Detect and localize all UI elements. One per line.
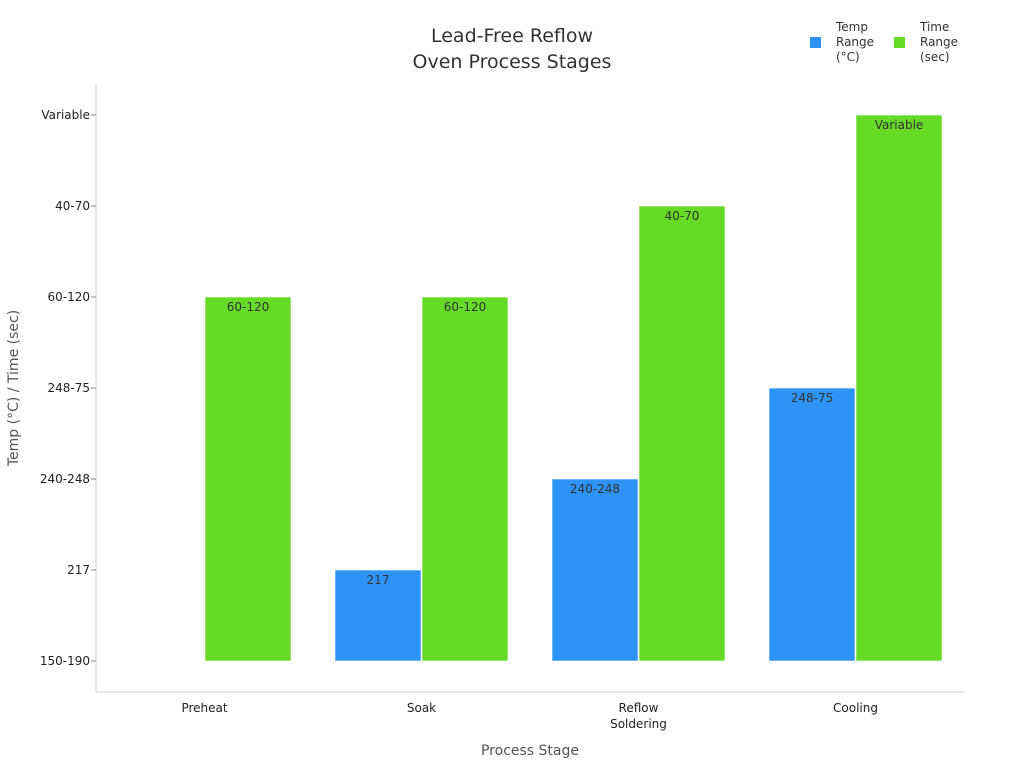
chart-title: Lead-Free Reflow Oven Process Stages xyxy=(413,25,612,73)
x-tick-label: Cooling xyxy=(833,701,878,715)
y-axis-title: Temp (°C) / Time (sec) xyxy=(6,310,22,467)
data-labels: 60-120 217 60-120 240-248 40-70 248-75 Variabl… xyxy=(227,118,924,587)
legend-label: Time Range (sec) xyxy=(919,20,958,64)
data-label: 217 xyxy=(367,573,390,587)
y-tick-label: Variable xyxy=(41,108,90,122)
bar xyxy=(638,205,726,662)
legend-swatch xyxy=(810,37,821,48)
legend: Temp Range (°C) Time Range (sec) xyxy=(810,20,958,64)
y-tick-label: 150-190 xyxy=(40,654,90,668)
data-label: 240-248 xyxy=(570,482,620,496)
bar xyxy=(855,114,943,662)
data-label: 248-75 xyxy=(791,391,834,405)
y-tick-label: 60-120 xyxy=(47,290,90,304)
legend-swatch xyxy=(894,37,905,48)
data-label: 60-120 xyxy=(444,300,487,314)
legend-label: Temp Range (°C) xyxy=(835,20,874,64)
data-label: 60-120 xyxy=(227,300,270,314)
x-ticks: Preheat Soak Reflow Soldering Cooling xyxy=(181,701,878,731)
data-label: Variable xyxy=(875,118,924,132)
data-label: 40-70 xyxy=(665,209,700,223)
bars xyxy=(204,114,943,662)
y-tick-label: 240-248 xyxy=(40,472,90,486)
y-tick-label: 248-75 xyxy=(47,381,90,395)
y-tick-label: 217 xyxy=(67,563,90,577)
bar xyxy=(421,296,509,662)
bar xyxy=(768,387,856,662)
title-line-2: Oven Process Stages xyxy=(413,51,612,73)
y-tick-label: 40-70 xyxy=(55,199,90,213)
x-tick-label: Reflow Soldering xyxy=(610,701,667,731)
x-tick-label: Soak xyxy=(407,701,436,715)
bar xyxy=(204,296,292,662)
y-ticks: 150-190 217 240-248 248-75 60-120 40-70 Variab… xyxy=(40,108,96,668)
x-axis-title: Process Stage xyxy=(481,743,579,759)
bar xyxy=(334,569,422,662)
title-line-1: Lead-Free Reflow xyxy=(431,25,593,47)
bar xyxy=(551,478,639,662)
x-tick-label: Preheat xyxy=(181,701,227,715)
